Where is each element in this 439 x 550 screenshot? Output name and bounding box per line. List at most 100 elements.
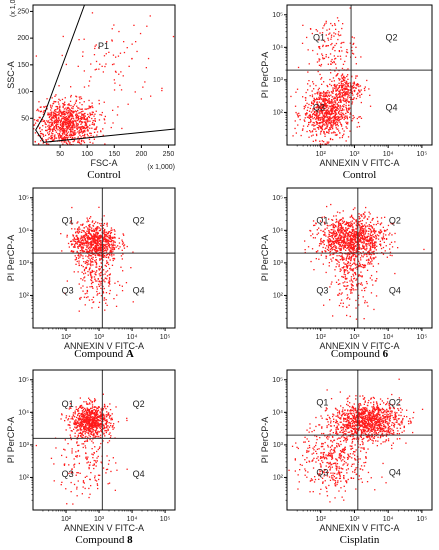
data-point (86, 420, 88, 422)
data-point (299, 118, 301, 121)
data-point (304, 251, 306, 254)
data-point (88, 408, 90, 411)
data-point (348, 225, 350, 228)
data-point (319, 110, 321, 112)
data-point (336, 123, 338, 126)
data-point (366, 230, 368, 232)
data-point (333, 32, 335, 34)
data-point (64, 122, 67, 124)
data-point (90, 260, 92, 262)
data-point (349, 130, 351, 132)
data-point (91, 113, 94, 115)
data-point (355, 225, 358, 227)
data-point (351, 46, 353, 48)
data-point (86, 409, 89, 412)
data-point (323, 107, 325, 109)
data-point (64, 128, 66, 130)
data-point (340, 84, 342, 86)
data-point (352, 237, 355, 239)
data-point (318, 122, 320, 125)
data-point (103, 232, 105, 234)
data-point (341, 128, 344, 130)
data-point (106, 415, 108, 417)
data-point (58, 98, 60, 100)
data-point (64, 131, 66, 133)
data-point (332, 123, 334, 125)
data-point (336, 84, 338, 86)
data-point (356, 117, 358, 120)
data-point (343, 285, 345, 287)
data-point (67, 120, 70, 123)
data-point (74, 119, 76, 121)
data-point (321, 54, 324, 57)
data-point (52, 112, 55, 114)
data-point (322, 45, 324, 48)
data-point (369, 237, 371, 239)
data-point (373, 253, 375, 255)
data-point (89, 113, 92, 115)
data-point (92, 281, 94, 283)
data-point (69, 111, 71, 113)
data-point (49, 130, 51, 132)
data-point (96, 126, 98, 128)
data-point (59, 129, 61, 132)
data-point (320, 110, 322, 112)
data-point (94, 242, 97, 244)
data-point (328, 129, 330, 131)
data-point (334, 122, 337, 124)
scatter-points (33, 12, 175, 145)
data-point (47, 121, 49, 123)
data-point (330, 110, 332, 113)
data-point (328, 233, 330, 235)
data-point (368, 227, 370, 230)
data-point (88, 136, 91, 138)
data-point (103, 247, 106, 250)
data-point (95, 262, 97, 264)
data-point (87, 415, 89, 417)
data-point (63, 129, 65, 131)
data-point (370, 239, 372, 241)
data-point (90, 242, 92, 244)
data-point (341, 85, 343, 88)
data-point (381, 237, 383, 239)
data-point (87, 296, 89, 298)
data-point (304, 249, 306, 251)
data-point (373, 236, 376, 238)
data-point (84, 422, 86, 424)
data-point (88, 237, 90, 239)
data-point (332, 121, 335, 124)
data-point (325, 127, 327, 129)
data-point (385, 238, 388, 240)
data-point (84, 262, 86, 264)
data-point (338, 247, 340, 249)
data-point (82, 55, 84, 57)
data-point (91, 221, 93, 223)
data-point (347, 242, 349, 244)
data-point (330, 63, 332, 65)
data-point (304, 117, 306, 119)
data-point (358, 233, 360, 235)
data-point (350, 245, 352, 247)
data-point (325, 34, 327, 36)
data-point (52, 121, 54, 124)
data-point (369, 262, 371, 264)
data-point (101, 411, 103, 413)
data-point (379, 231, 381, 233)
data-point (328, 112, 330, 115)
data-point (52, 116, 54, 118)
data-point (342, 282, 344, 284)
data-point (106, 262, 108, 264)
data-point (347, 97, 349, 99)
data-point (83, 135, 85, 137)
data-point (50, 135, 52, 137)
data-point (96, 262, 98, 265)
data-point (95, 231, 97, 233)
data-point (70, 130, 72, 132)
data-point (87, 236, 89, 238)
data-point (61, 141, 63, 143)
data-point (103, 119, 106, 121)
data-point (92, 431, 94, 433)
data-point (95, 228, 97, 230)
data-point (57, 113, 60, 116)
data-point (100, 287, 102, 289)
